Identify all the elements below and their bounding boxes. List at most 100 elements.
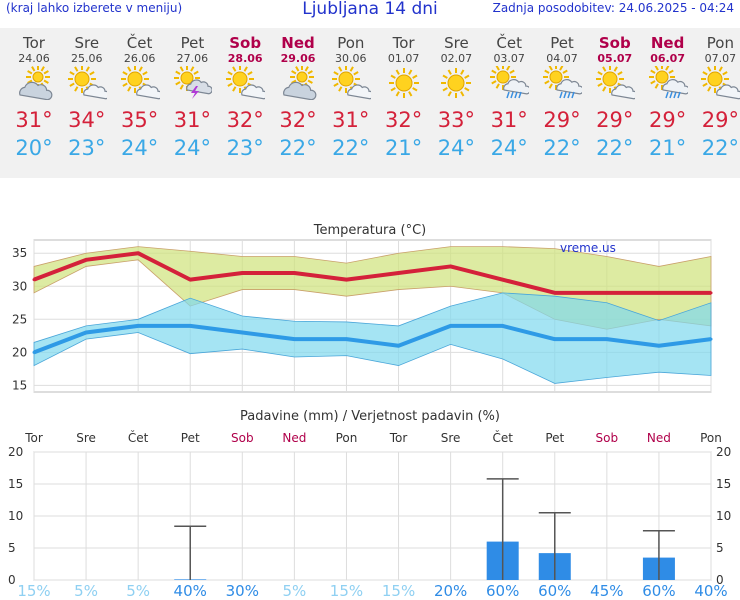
min-temperature-point [709, 337, 713, 341]
precipitation-probability: 30% [226, 582, 259, 600]
x-tick-label: Čet [128, 430, 149, 445]
day-name: Sre [74, 34, 100, 52]
day-column: Čet 03.07 31° 24° [483, 28, 535, 160]
sun-cloud-rain-icon [490, 64, 531, 99]
max-temperature-point [553, 291, 557, 295]
day-column: Ned 29.06 32° 22° [272, 28, 324, 160]
weather-icon-slot [589, 65, 641, 108]
day-column: Čet 26.06 35° 24° [114, 28, 166, 160]
day-column: Tor 24.06 31° 20° [8, 28, 60, 160]
precipitation-probability: 15% [330, 582, 363, 600]
y-tick-label-right: 15 [716, 477, 731, 491]
max-temperature: 29° [648, 108, 687, 132]
weather-icon-slot [166, 65, 218, 108]
y-tick-label: 20 [12, 345, 27, 359]
day-name: Sob [229, 34, 262, 52]
precipitation-probability: 15% [17, 582, 50, 600]
min-temperature: 24° [437, 136, 475, 160]
day-date: 07.07 [704, 52, 737, 65]
precipitation-probability: 5% [74, 582, 98, 600]
x-tick-label: Sob [231, 431, 254, 445]
min-temperature-point [553, 337, 557, 341]
day-column: Tor 01.07 32° 21° [378, 28, 430, 160]
day-column: Sre 25.06 34° 23° [61, 28, 113, 160]
max-temperature-point [344, 278, 348, 282]
max-temperature: 34° [68, 108, 106, 132]
x-tick-label: Čet [492, 430, 513, 445]
min-temperature-point [84, 331, 88, 335]
temperature-chart: Temperatura (°C) 15 20 25 30 35 vreme.us [12, 223, 713, 393]
y-tick-label-right: 0 [716, 573, 724, 587]
day-name: Ned [281, 34, 315, 52]
y-tick-label: 15 [12, 378, 27, 392]
min-temperature: 22° [596, 136, 634, 160]
weather-icon-slot [61, 65, 113, 108]
cloud-sun-icon [19, 65, 53, 101]
day-date: 26.06 [123, 52, 156, 65]
min-temperature: 22° [279, 136, 317, 160]
day-name: Tor [392, 34, 415, 52]
min-temperature: 23° [226, 136, 264, 160]
max-temperature-point [605, 291, 609, 295]
max-temperature: 29° [543, 108, 581, 132]
max-temperature: 31° [15, 108, 53, 132]
precipitation-chart: Padavine (mm) / Verjetnost padavin (%) To… [8, 409, 731, 600]
max-temperature: 32° [226, 108, 264, 132]
x-tick-label: Pet [545, 431, 564, 445]
min-temperature-point [449, 324, 453, 328]
max-temperature-line [33, 251, 711, 295]
sun-cloud-icon [67, 65, 110, 100]
day-column: Pet 27.06 31° 24° [166, 28, 218, 160]
max-temperature: 35° [120, 108, 159, 132]
x-tick-label: Tor [24, 431, 43, 445]
max-temperature-point [136, 251, 140, 255]
x-tick-label: Pet [181, 431, 200, 445]
day-name: Pon [706, 34, 734, 52]
y-tick-label: 30 [12, 279, 27, 293]
min-temperature-point [240, 331, 244, 335]
max-temperature: 33° [437, 108, 475, 132]
min-temperature-point [292, 337, 296, 341]
y-tick-label-left: 20 [8, 445, 23, 459]
max-temperature: 32° [279, 108, 317, 132]
min-temperature: 22° [543, 136, 581, 160]
x-tick-label: Ned [282, 431, 306, 445]
x-tick-label: Pon [336, 431, 358, 445]
last-updated: Zadnja posodobitev: 24.06.2025 - 04:24 [492, 1, 734, 15]
day-name: Tor [23, 34, 45, 52]
x-tick-label: Tor [389, 431, 408, 445]
weather-icon-slot [378, 66, 430, 108]
x-tick-label: Sre [441, 431, 461, 445]
y-tick-label: 35 [12, 246, 27, 260]
max-temperature: 29° [596, 108, 634, 132]
day-date: 01.07 [387, 52, 420, 65]
min-temperature: 23° [68, 136, 106, 160]
sun-cloud-rain-icon [543, 64, 584, 99]
day-name: Sob [598, 34, 631, 52]
max-temperature-point [240, 271, 244, 275]
min-temperature: 21° [384, 136, 423, 160]
day-name: Pet [550, 34, 574, 52]
min-temperature-point [657, 344, 661, 348]
precipitation-probability: 5% [282, 582, 306, 600]
day-date: 29.06 [280, 52, 316, 65]
y-tick-label-left: 10 [8, 509, 23, 523]
min-temperature-point [397, 344, 401, 348]
min-temperature-point [501, 324, 505, 328]
min-temperature-band [33, 292, 712, 384]
day-date: 27.06 [176, 52, 209, 65]
day-date: 25.06 [71, 52, 103, 65]
precipitation-probability: 45% [590, 582, 623, 600]
precipitation-probability: 40% [174, 582, 207, 600]
sun-cloud-icon [701, 65, 740, 100]
precipitation-probability: 15% [382, 582, 415, 600]
min-temperature: 22° [701, 136, 739, 160]
day-name: Ned [650, 34, 685, 52]
min-temperature: 24° [490, 136, 528, 160]
min-temperature: 22° [332, 136, 370, 160]
day-date: 05.07 [597, 52, 633, 65]
day-date: 24.06 [18, 52, 50, 65]
menu-hint[interactable]: (kraj lahko izberete v meniju) [6, 1, 183, 15]
min-temperature-point [344, 337, 348, 341]
weather-icon-slot [272, 65, 324, 108]
